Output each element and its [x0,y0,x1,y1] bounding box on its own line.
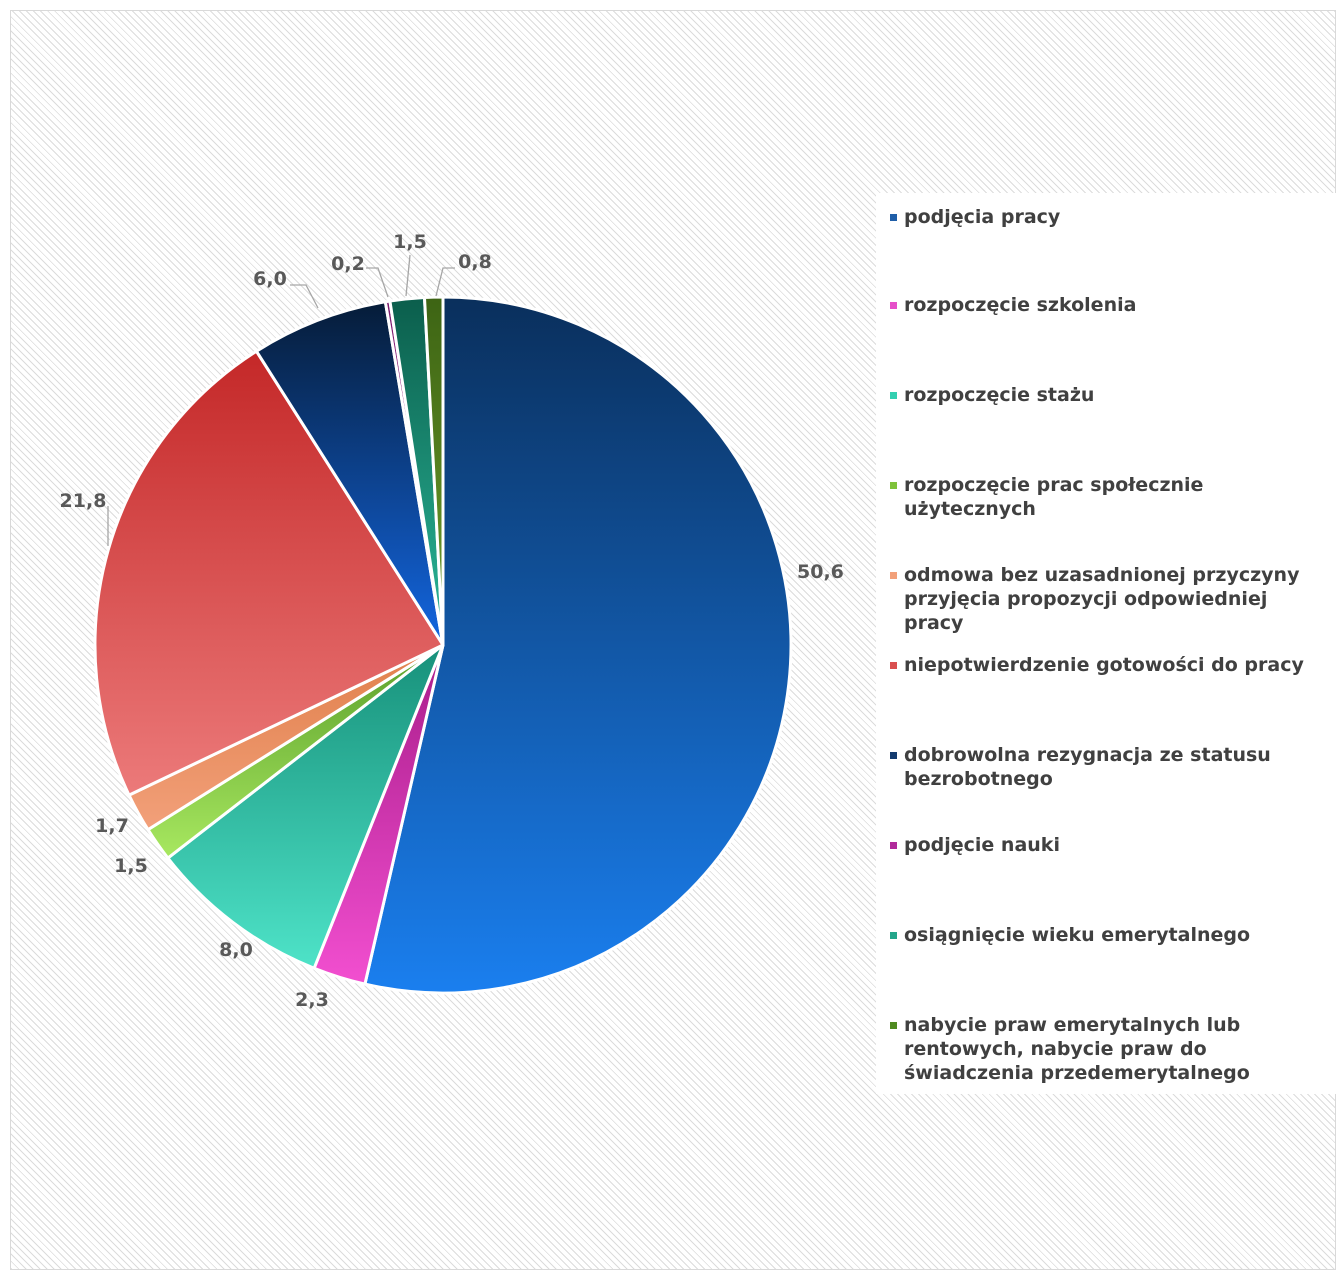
data-labels: 50,6 2,3 8,0 1,5 1,7 21,8 6,0 0,2 1,5 0,8 [60,231,844,1011]
pie-slice [93,349,445,797]
legend-swatch [890,302,897,309]
legend-swatch [890,392,897,399]
leader-line [405,254,411,297]
legend-item: podjęcia pracy [888,205,1328,229]
data-label: 1,7 [95,815,129,837]
leader-line [290,284,319,309]
pie-slice [254,300,445,647]
legend-label: rozpoczęcie stażu [904,384,1095,406]
legend-item: podjęcie nauki [888,833,1328,857]
data-label: 1,5 [393,231,427,253]
leader-line [435,267,455,297]
legend-swatch [890,932,897,939]
legend-label: podjęcie nauki [904,834,1060,856]
legend-label: nabycie praw emerytalnych lub rentowych,… [904,1014,1250,1084]
legend-label: rozpoczęcie szkolenia [904,294,1137,316]
legend-swatch [890,752,897,759]
data-label: 1,5 [114,855,148,877]
legend-swatch [890,842,897,849]
data-label: 0,2 [331,253,365,275]
data-label: 2,3 [295,989,329,1011]
leader-lines [107,254,455,546]
legend-label: niepotwierdzenie gotowości do pracy [904,654,1304,676]
legend-swatch [890,662,897,669]
legend-item: dobrowolna rezygnacja ze statusu bezrobo… [888,743,1328,791]
legend-item: niepotwierdzenie gotowości do pracy [888,653,1328,677]
legend-item: rozpoczęcie szkolenia [888,293,1328,317]
data-label: 0,8 [458,251,492,273]
legend-swatch [890,1022,897,1029]
pie-slice [422,295,445,647]
legend-label: odmowa bez uzasadnionej przyczyny przyję… [904,564,1300,634]
pie-slice [166,643,445,970]
legend-item: rozpoczęcie stażu [888,383,1328,407]
legend-label: dobrowolna rezygnacja ze statusu bezrobo… [904,744,1271,790]
leader-line [366,267,389,298]
data-label: 6,0 [253,268,287,290]
legend-label: rozpoczęcie prac społecznie użytecznych [904,474,1204,520]
legend: podjęcia pracy rozpoczęcie szkolenia rozpo… [876,193,1336,1094]
data-label: 21,8 [60,490,107,512]
legend-swatch [890,214,897,221]
legend-swatch [890,572,897,579]
legend-item: osiągnięcie wieku emerytalnego [888,923,1328,947]
pie-slices [93,295,793,995]
legend-label: podjęcia pracy [904,206,1061,228]
legend-label: osiągnięcie wieku emerytalnego [904,924,1251,946]
data-label: 8,0 [219,939,253,961]
legend-item: odmowa bez uzasadnionej przyczyny przyję… [888,563,1328,635]
legend-item: nabycie praw emerytalnych lub rentowych,… [888,1013,1328,1085]
pie-slice [363,295,793,995]
legend-item: rozpoczęcie prac społecznie użytecznych [888,473,1328,521]
legend-swatch [890,482,897,489]
data-label: 50,6 [797,561,844,583]
